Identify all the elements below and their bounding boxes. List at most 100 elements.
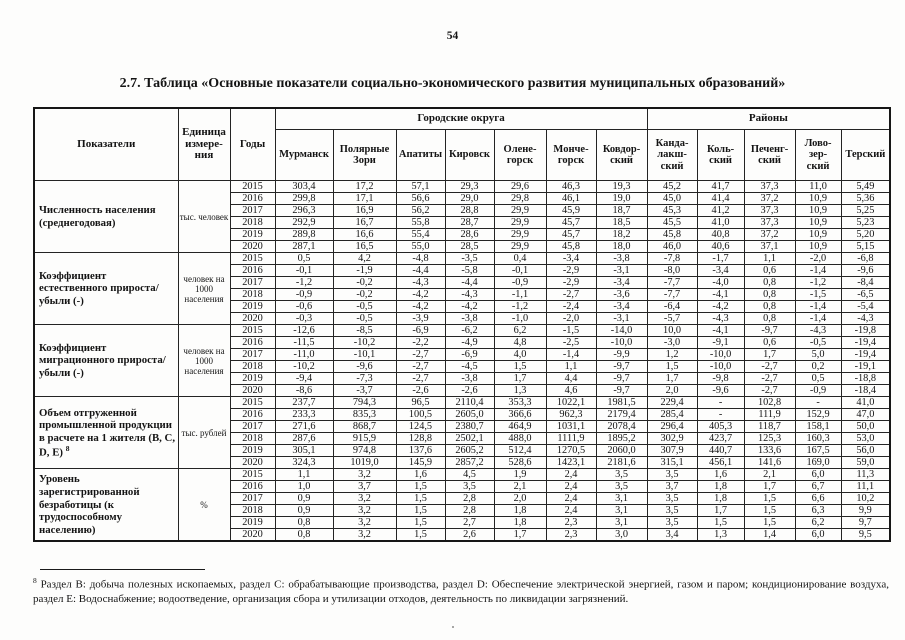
value-cell: 37,3 [743,204,796,218]
year-cell: 2017 [229,492,276,506]
col-header-kovdorsky: Ковдор- ский [595,129,648,181]
value-cell: -1,7 [696,252,745,266]
table-row: 2020 324,3 1019,0 145,9 2857,2 528,6 1423,1 218… [34,456,891,470]
year-cell: 2017 [229,204,276,218]
value-cell: -4,2 [395,300,446,314]
value-cell: 5,0 [794,348,842,362]
value-cell: 4,6 [545,384,597,398]
value-cell: -1,0 [493,312,547,326]
value-cell: 28,7 [444,216,495,230]
value-cell: -0,2 [332,288,397,302]
table-row: 2020 -8,6 -3,7 -2,6 -2,6 1,3 4,6 -9,7 2,0 -9,6 -2,… [34,384,891,398]
col-header-lovozersky: Лово- зер- ский [794,129,842,181]
value-cell: 2181,6 [595,456,648,470]
value-cell: -3,1 [595,312,648,326]
value-cell: -19,4 [840,348,891,362]
value-cell: 1031,1 [545,420,597,434]
value-cell: 16,6 [332,228,397,242]
value-cell: 0,5 [274,252,334,266]
value-cell: 145,9 [395,456,446,470]
year-cell: 2015 [229,179,276,194]
value-cell: 37,3 [743,216,796,230]
value-cell: 137,6 [395,444,446,458]
value-cell: 125,3 [743,432,796,446]
value-cell: 353,3 [493,396,547,410]
value-cell: 17,1 [332,192,397,206]
value-cell: 2,8 [444,504,495,518]
value-cell: 287,6 [274,432,334,446]
value-cell: 528,6 [493,456,547,470]
value-cell: 1,5 [395,492,446,506]
value-cell: 40,6 [696,240,745,254]
value-cell: 1,9 [493,468,547,482]
value-cell: -9,6 [696,384,745,398]
value-cell: -6,8 [840,252,891,266]
value-cell: 1,1 [274,468,334,482]
scan-artifact-dot [452,626,454,628]
value-cell: 133,6 [743,444,796,458]
value-cell: 1022,1 [545,396,597,410]
value-cell: 19,0 [595,192,648,206]
value-cell: 10,9 [794,192,842,206]
value-cell: 0,8 [743,276,796,290]
value-cell: 1,4 [743,528,796,542]
value-cell: 512,4 [493,444,547,458]
value-cell: 41,0 [696,216,745,230]
table-row: 2018 287,6 915,9 128,8 2502,1 488,0 1111,9 1895… [34,432,891,446]
value-cell: 3,4 [646,528,698,542]
table-row: 2019 305,1 974,8 137,6 2605,2 512,4 1270,5 2060… [34,444,891,458]
value-cell: 296,3 [274,204,334,218]
value-cell: 11,1 [840,480,891,494]
value-cell: -10,0 [696,348,745,362]
value-cell: 405,3 [696,420,745,434]
value-cell: 1,7 [493,372,547,386]
table-row: 2020 287,1 16,5 55,0 28,5 29,9 45,8 18,0 46,0 40,… [34,240,891,254]
value-cell: 56,6 [395,192,446,206]
year-cell: 2016 [229,264,276,278]
value-cell: -4,3 [840,312,891,326]
value-cell: 45,5 [646,216,698,230]
value-cell: 1,8 [696,492,745,506]
year-cell: 2017 [229,420,276,434]
value-cell: 102,8 [743,396,796,410]
value-cell: 18,2 [595,228,648,242]
footnote-marker: 8 [33,576,37,585]
value-cell: -4,2 [444,300,495,314]
value-cell: 2,4 [545,468,597,482]
year-cell: 2017 [229,348,276,362]
value-cell: 45,9 [545,204,597,218]
group-header-row: Показатели Единица измере- ния Годы Горо… [33,107,891,181]
page-number: 54 [446,30,459,42]
value-cell: 2,3 [545,516,597,530]
value-cell: -4,3 [696,312,745,326]
value-cell: -9,7 [595,384,648,398]
value-cell: -0,5 [794,336,842,350]
value-cell: 296,4 [646,420,698,434]
value-cell: 299,8 [274,192,334,206]
value-cell: 0,2 [794,360,842,374]
value-cell: 152,9 [794,408,842,422]
value-cell: 29,0 [444,192,495,206]
col-group-city-okrugs: Городские округа [274,107,648,130]
value-cell: 4,2 [332,252,397,266]
value-cell: -1,2 [274,276,334,290]
value-cell: 53,0 [840,432,891,446]
footnote-text: Раздел В: добыча полезных ископаемых, ра… [33,578,889,605]
value-cell: -8,6 [274,384,334,398]
value-cell: 0,9 [274,492,334,506]
value-cell: 28,8 [444,204,495,218]
value-cell: 6,6 [794,492,842,506]
value-cell: -3,8 [444,312,495,326]
value-cell: 285,4 [646,408,698,422]
year-cell: 2019 [229,444,276,458]
value-cell: 29,6 [493,179,547,194]
value-cell: -9,4 [274,372,334,386]
value-cell: -0,2 [332,276,397,290]
value-cell: 2605,2 [444,444,495,458]
value-cell: 3,5 [444,480,495,494]
value-cell: 0,6 [743,336,796,350]
value-cell: -1,9 [332,264,397,278]
value-cell: 28,5 [444,240,495,254]
value-cell: 0,8 [743,300,796,314]
value-cell: 271,6 [274,420,334,434]
